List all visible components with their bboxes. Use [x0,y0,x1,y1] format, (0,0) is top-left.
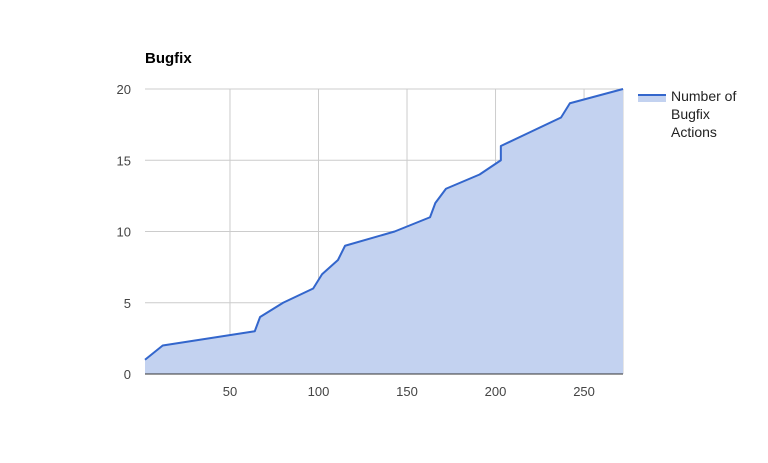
x-tick-label: 100 [308,384,330,399]
x-tick-label: 200 [485,384,507,399]
area-fill [145,89,623,374]
y-tick-label: 15 [117,153,131,168]
legend-label: Number of [671,88,736,104]
legend-swatch-fill [638,94,666,102]
legend-label: Bugfix [671,106,710,122]
y-tick-label: 20 [117,82,131,97]
x-tick-label: 50 [223,384,237,399]
y-tick-label: 5 [124,296,131,311]
chart-title: Bugfix [145,50,192,67]
x-tick-label: 250 [573,384,595,399]
axes: 0 5 10 15 20 50 100 150 200 250 [117,82,623,399]
y-tick-label: 0 [124,367,131,382]
x-tick-label: 150 [396,384,418,399]
area-plot [144,88,624,374]
y-tick-label: 10 [117,225,131,240]
series-line [144,88,624,361]
legend: Number of Bugfix Actions [638,88,736,140]
legend-label: Actions [671,124,717,140]
